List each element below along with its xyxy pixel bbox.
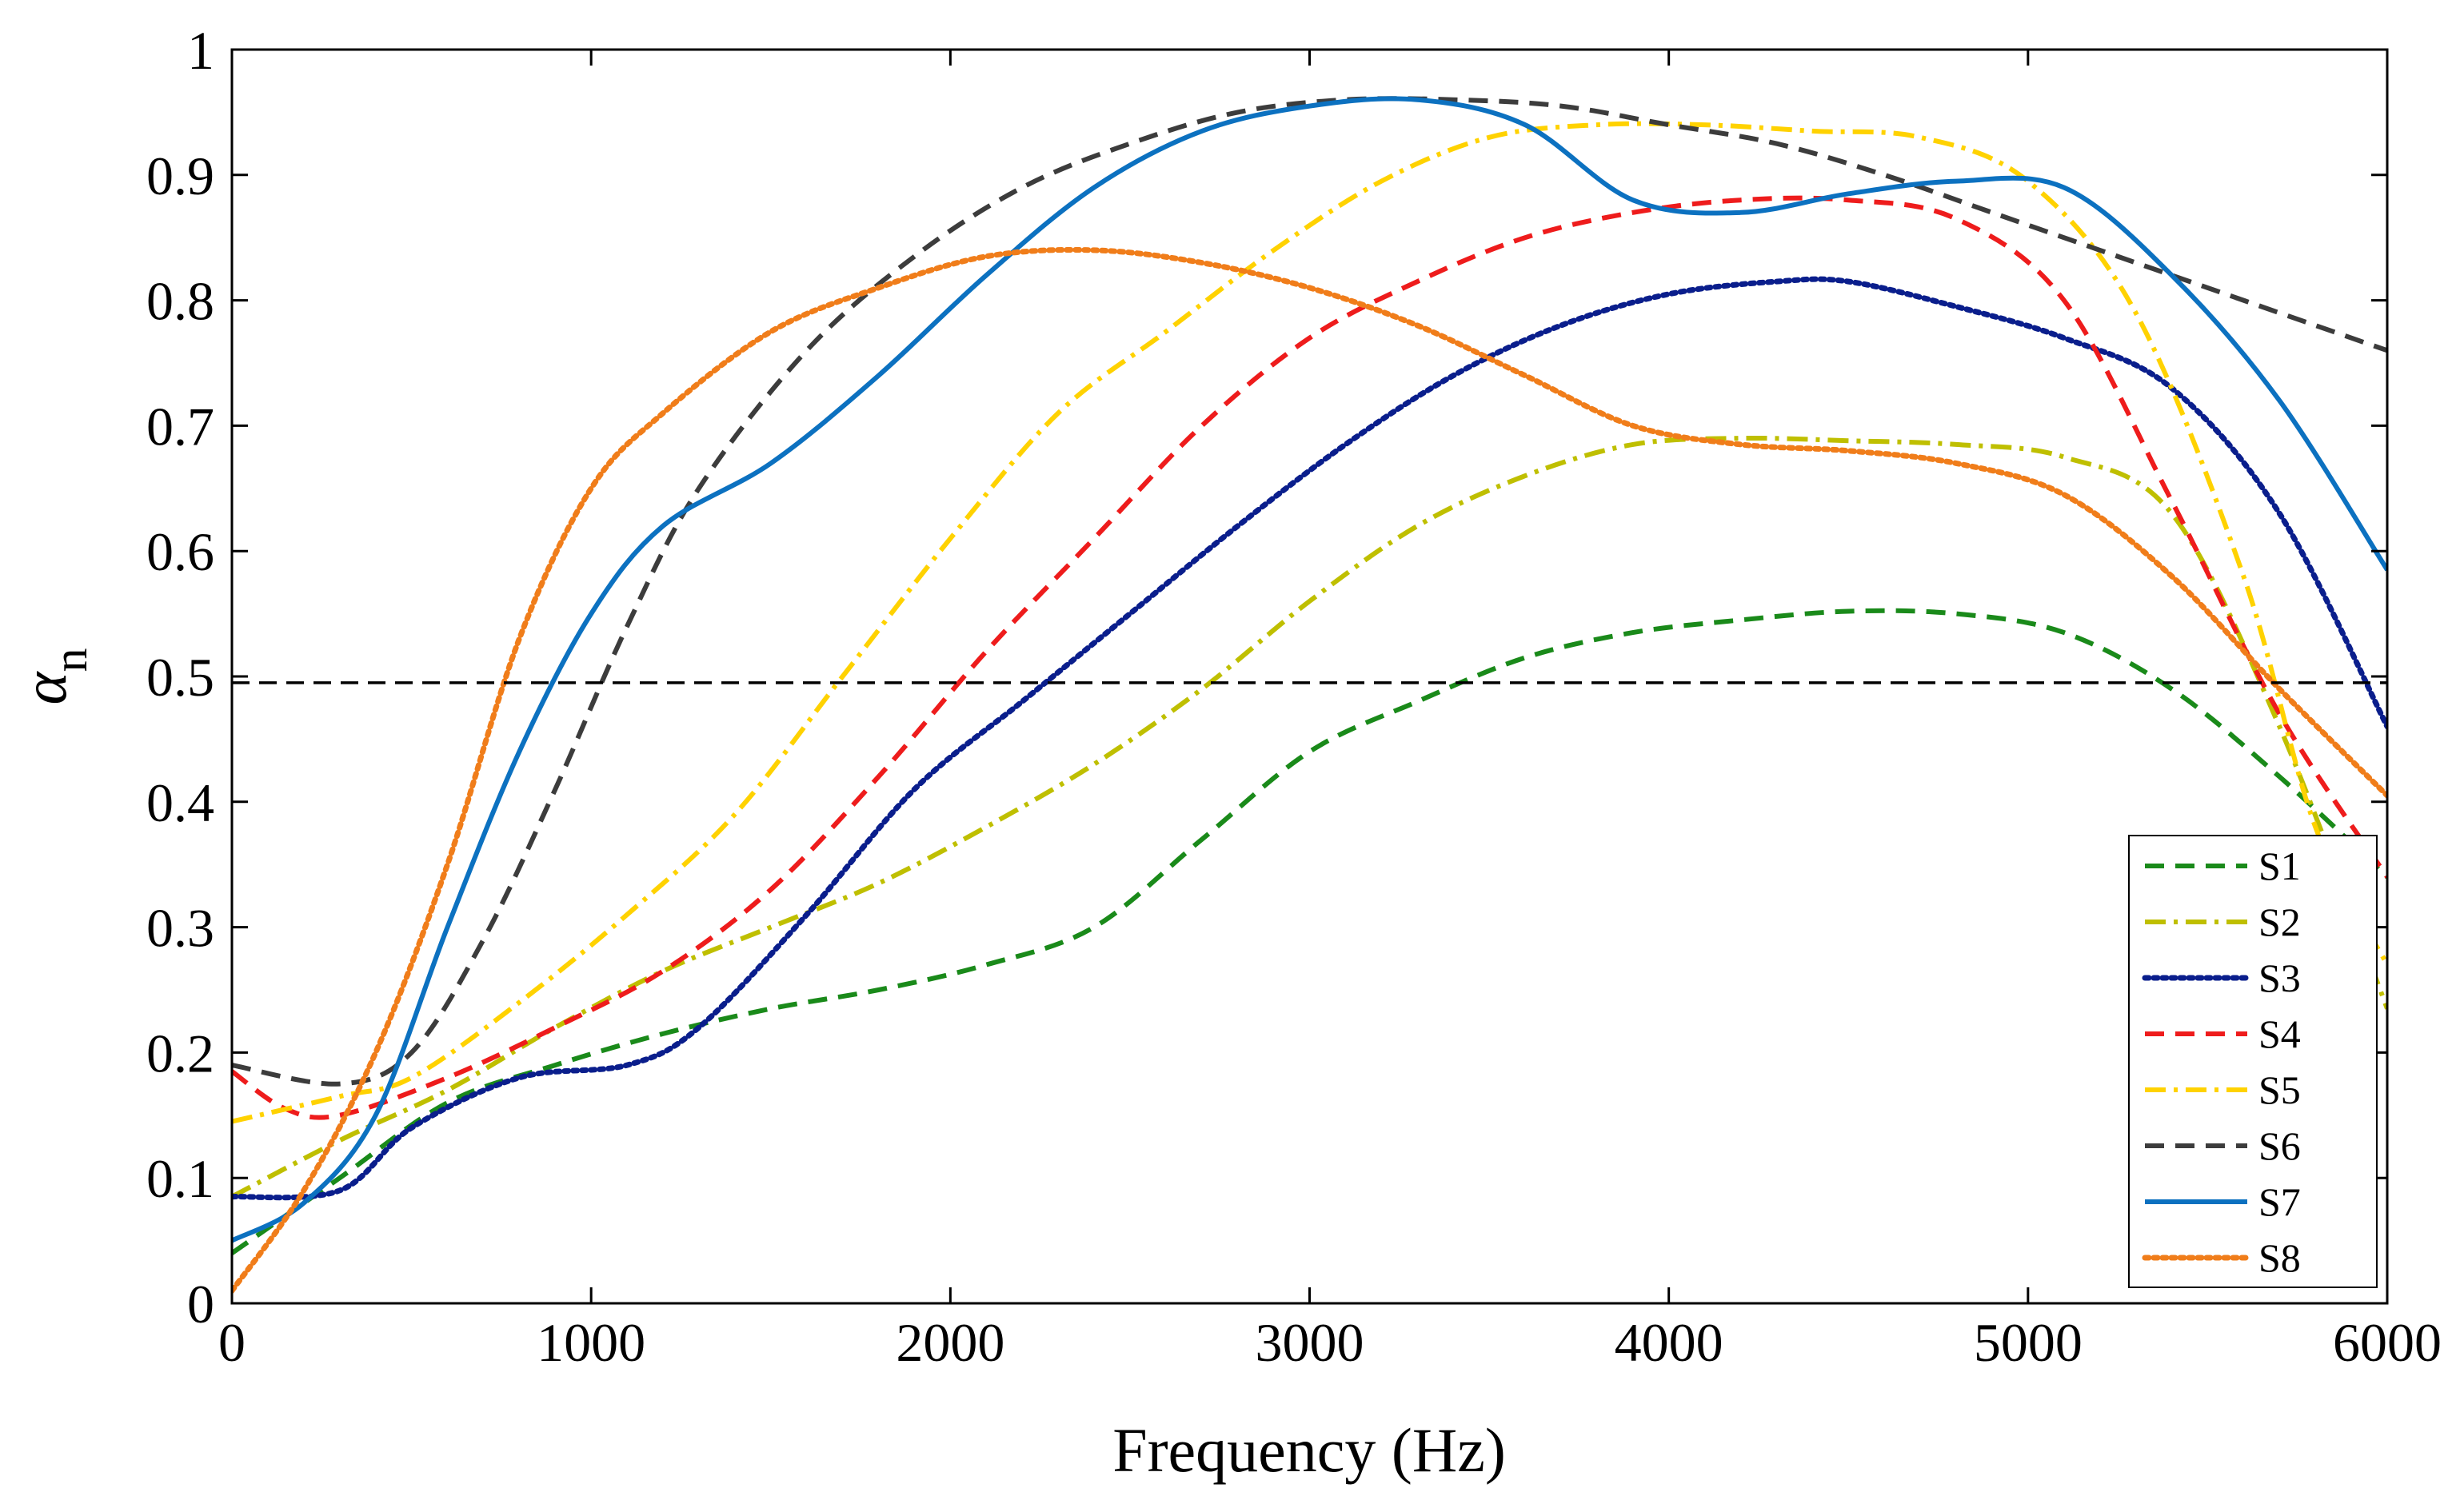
legend-label: S8 (2258, 1235, 2301, 1280)
legend-label: S3 (2258, 955, 2301, 1000)
y-axis-label-subscript: n (44, 648, 97, 672)
y-axis-label-symbol: α (10, 670, 79, 704)
y-tick-label: 0.1 (146, 1148, 214, 1209)
series-line-s6 (232, 96, 2387, 1087)
legend-label: S5 (2258, 1067, 2301, 1112)
x-tick-label: 4000 (1615, 1312, 1723, 1373)
legend-item-s6: S6 (2145, 1123, 2301, 1168)
y-axis: 0 0.1 0.2 0.3 0.4 0.5 0.6 0.7 0.8 0.9 1 (146, 20, 2387, 1334)
svg-text:αn: αn (10, 648, 97, 705)
series-layer (232, 96, 2387, 1294)
legend-label: S6 (2258, 1123, 2301, 1168)
series-line-s8 (232, 246, 2387, 1294)
y-tick-label: 1 (187, 20, 214, 81)
x-tick-label: 1000 (537, 1312, 645, 1373)
y-tick-label: 0.3 (146, 898, 214, 959)
x-tick-label: 2000 (896, 1312, 1004, 1373)
series-line-s4 (232, 195, 2387, 1120)
legend-item-s8: S8 (2142, 1235, 2301, 1280)
legend-label: S1 (2258, 844, 2301, 888)
legend-item-s2: S2 (2145, 900, 2301, 944)
series-line-s7 (232, 96, 2387, 1243)
series-line-s5 (232, 121, 2387, 1124)
legend-label: S7 (2258, 1179, 2301, 1224)
legend: S1 S2 S3 S4 S5 S6 S7 S8 (2128, 835, 2378, 1288)
x-tick-label: 5000 (1974, 1312, 2083, 1373)
series-line-s3 (232, 276, 2387, 1201)
y-axis-label: αn (10, 648, 97, 705)
x-tick-label: 3000 (1256, 1312, 1364, 1373)
legend-item-s5: S5 (2145, 1067, 2301, 1112)
y-tick-label: 0.4 (146, 772, 214, 833)
x-tick-label: 6000 (2333, 1312, 2442, 1373)
legend-item-s4: S4 (2145, 1011, 2301, 1056)
y-tick-label: 0.5 (146, 647, 214, 708)
legend-label: S2 (2258, 900, 2301, 944)
series-line-s1 (232, 608, 2387, 1255)
y-tick-label: 0.6 (146, 521, 214, 582)
y-tick-label: 0 (187, 1274, 214, 1334)
x-axis: 0 1000 2000 3000 4000 5000 6000 (218, 50, 2442, 1373)
x-axis-label: Frequency (Hz) (1112, 1415, 1506, 1485)
y-tick-label: 0.7 (146, 396, 214, 457)
y-tick-label: 0.9 (146, 146, 214, 206)
y-tick-label: 0.2 (146, 1023, 214, 1083)
series-line-s2 (232, 435, 2387, 1199)
legend-box (2128, 835, 2378, 1288)
legend-item-s1: S1 (2145, 844, 2301, 888)
legend-item-s7: S7 (2145, 1179, 2301, 1224)
y-tick-label: 0.8 (146, 271, 214, 332)
x-tick-label: 0 (218, 1312, 246, 1373)
legend-label: S4 (2258, 1011, 2301, 1056)
legend-item-s3: S3 (2142, 955, 2301, 1000)
